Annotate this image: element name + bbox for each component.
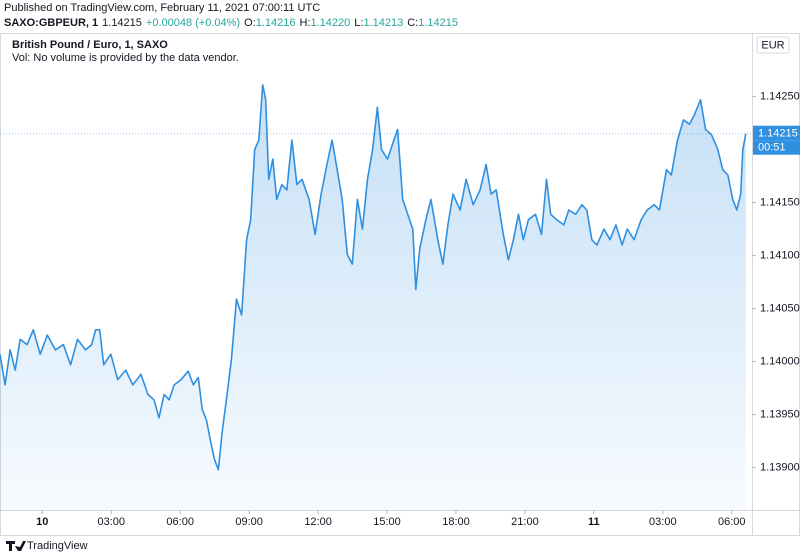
area-fill <box>0 84 746 511</box>
last-price-label: 1.14215 <box>758 128 798 140</box>
x-tick-label: 15:00 <box>373 516 401 528</box>
symbol: SAXO:GBPEUR, 1 <box>4 17 99 29</box>
ohlc-value: 1.14216 <box>255 17 296 29</box>
y-tick-label: 1.14150 <box>760 197 800 209</box>
x-tick-label: 10 <box>36 516 48 528</box>
x-tick-label: 11 <box>588 516 600 528</box>
x-tick-label: 03:00 <box>649 516 677 528</box>
legend: SAXO:GBPEUR, 1 1.14215 +0.00048 (+0.04%) O:… <box>4 17 466 29</box>
x-tick-label: 09:00 <box>235 516 263 528</box>
ohlc-key: L: <box>354 17 364 29</box>
y-tick-label: 1.14000 <box>760 356 800 368</box>
brand-logo <box>6 541 26 551</box>
currency-box <box>756 36 790 54</box>
published-text: Published on TradingView.com, February 1… <box>4 2 321 14</box>
brand: TradingView <box>27 540 88 552</box>
published: Published on TradingView.com, February 1… <box>4 2 324 14</box>
x-tick-label: 18:00 <box>442 516 470 528</box>
ohlc: O:1.14216 H:1.14220 L:1.14213 C:1.14215 <box>244 17 462 29</box>
change: +0.00048 (+0.04%) <box>145 17 241 29</box>
chart-subtitle: Vol: No volume is provided by the data v… <box>12 52 239 64</box>
x-tick-label: 03:00 <box>97 516 125 528</box>
countdown-label: 00:51 <box>758 142 786 154</box>
x-tick-label: 21:00 <box>511 516 539 528</box>
countdown-box <box>753 140 800 155</box>
x-tick-label: 06:00 <box>718 516 746 528</box>
last-price-box <box>753 125 800 141</box>
ohlc-key: H: <box>299 17 311 29</box>
last: 1.14215 <box>102 17 142 29</box>
currency: EUR <box>761 39 784 51</box>
ohlc-value: 1.14220 <box>310 17 351 29</box>
ohlc-value: 1.14213 <box>363 17 404 29</box>
chart-title: British Pound / Euro, 1, SAXO <box>12 39 168 51</box>
y-tick-label: 1.13950 <box>760 409 800 421</box>
plot <box>0 84 747 511</box>
y-tick-label: 1.14100 <box>760 250 800 262</box>
y-tick-label: 1.14250 <box>760 91 800 103</box>
ohlc-key: C: <box>407 17 419 29</box>
y-tick-label: 1.14050 <box>760 303 800 315</box>
ohlc-key: O: <box>244 17 256 29</box>
x-tick-label: 06:00 <box>166 516 194 528</box>
price-line <box>0 84 747 471</box>
y-tick-label: 1.13900 <box>760 462 800 474</box>
x-tick-label: 12:00 <box>304 516 332 528</box>
ohlc-value: 1.14215 <box>418 17 458 29</box>
